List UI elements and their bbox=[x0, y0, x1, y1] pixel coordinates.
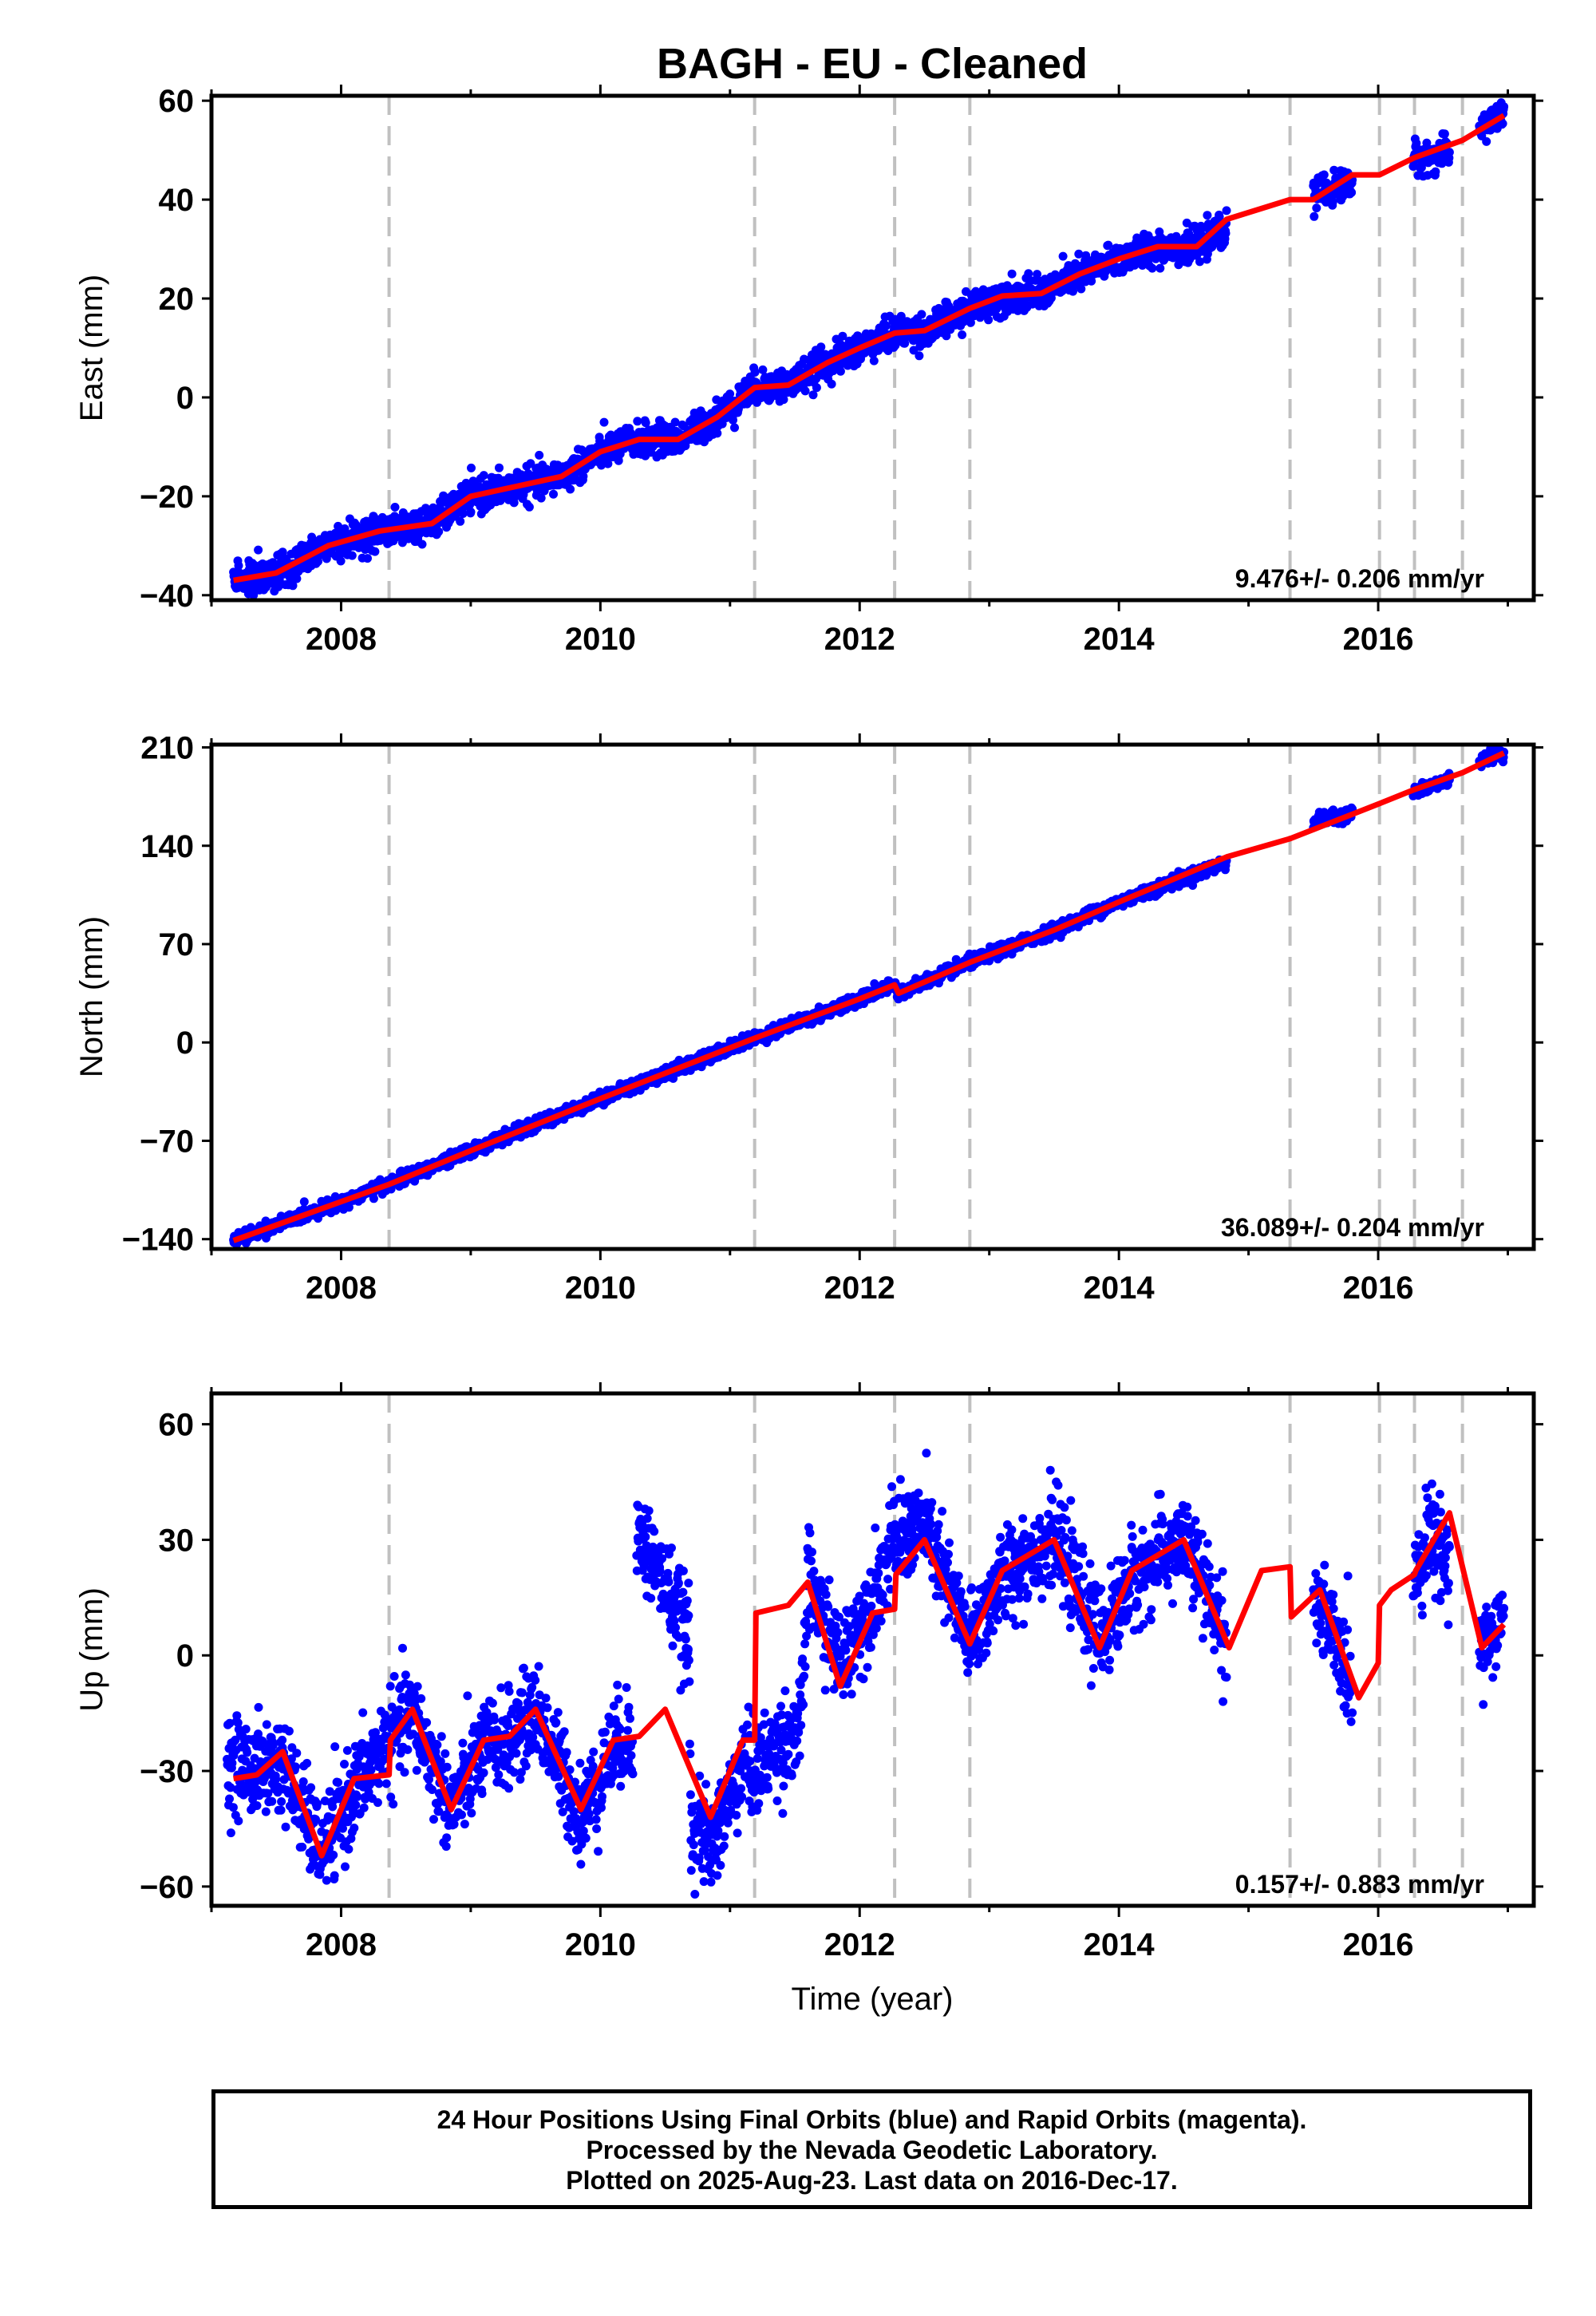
data-point bbox=[1310, 211, 1319, 221]
data-point bbox=[1499, 102, 1509, 112]
data-point bbox=[535, 450, 544, 460]
y-tick-label: −20 bbox=[140, 480, 194, 515]
data-point bbox=[1222, 206, 1231, 215]
data-point bbox=[1482, 136, 1491, 146]
data-point bbox=[1058, 251, 1068, 261]
x-tick-label: 2010 bbox=[565, 622, 636, 657]
data-point bbox=[779, 395, 788, 405]
data-point bbox=[467, 463, 476, 472]
data-point bbox=[434, 527, 444, 536]
data-point bbox=[456, 516, 465, 526]
data-point bbox=[614, 456, 623, 465]
data-point bbox=[536, 493, 546, 503]
east-panel: 2008 2010 2012 2014 2016 −40 −20 0 20 40 60 East (m… bbox=[74, 84, 1543, 657]
data-point bbox=[838, 331, 847, 341]
data-point bbox=[566, 484, 575, 494]
data-point bbox=[958, 330, 967, 339]
data-point bbox=[390, 503, 400, 512]
data-point bbox=[869, 356, 879, 366]
data-point bbox=[725, 389, 735, 399]
data-point bbox=[1024, 269, 1033, 279]
data-point bbox=[1156, 263, 1165, 273]
data-point bbox=[1203, 211, 1212, 220]
data-point bbox=[336, 556, 346, 566]
data-point bbox=[370, 547, 380, 556]
data-point bbox=[882, 321, 891, 330]
data-point bbox=[495, 463, 504, 472]
data-point bbox=[641, 418, 650, 428]
y-tick-label: 0 bbox=[176, 381, 194, 416]
rate-annotation: 9.476+/- 0.206 mm/yr bbox=[1235, 564, 1484, 593]
data-point bbox=[1074, 249, 1084, 259]
data-point bbox=[1312, 204, 1321, 213]
y-axis-title: East (mm) bbox=[74, 275, 109, 421]
data-point bbox=[458, 509, 468, 518]
data-point bbox=[479, 471, 488, 480]
data-point bbox=[816, 342, 826, 352]
y-tick-label: 40 bbox=[159, 183, 195, 218]
data-point bbox=[1104, 240, 1113, 250]
data-point bbox=[1148, 263, 1157, 273]
data-point bbox=[758, 365, 768, 374]
data-point bbox=[278, 547, 287, 557]
data-point bbox=[599, 417, 609, 427]
data-point bbox=[466, 508, 476, 516]
data-point bbox=[347, 551, 357, 560]
data-point bbox=[966, 318, 975, 327]
data-point bbox=[524, 502, 534, 512]
data-point bbox=[808, 390, 818, 400]
data-point bbox=[234, 561, 243, 571]
data-point bbox=[334, 521, 343, 531]
data-point bbox=[369, 1194, 378, 1203]
data-point bbox=[730, 423, 739, 433]
data-point bbox=[633, 417, 642, 426]
data-point bbox=[1319, 170, 1329, 180]
y-tick-label: 20 bbox=[159, 282, 195, 317]
data-point bbox=[579, 472, 588, 481]
north-panel: 2008 2010 2012 2014 2016−140−70070140210Nort… bbox=[74, 731, 1543, 1306]
data-point bbox=[603, 459, 613, 468]
data-point bbox=[292, 574, 302, 583]
data-point bbox=[812, 383, 821, 393]
x-tick-label: 2008 bbox=[306, 622, 377, 657]
data-point bbox=[1221, 228, 1231, 238]
data-point bbox=[942, 331, 951, 341]
data-point bbox=[1077, 284, 1086, 294]
data-point bbox=[1007, 269, 1017, 279]
data-point bbox=[800, 386, 810, 396]
data-point bbox=[288, 581, 298, 591]
data-point bbox=[1033, 270, 1042, 279]
data-point bbox=[417, 539, 427, 549]
data-point bbox=[984, 315, 994, 325]
x-tick-label: 2016 bbox=[1343, 622, 1414, 657]
y-tick-label: 60 bbox=[159, 84, 195, 119]
x-tick-label: 2014 bbox=[1084, 622, 1156, 657]
data-point bbox=[254, 545, 263, 555]
data-point bbox=[299, 1197, 309, 1207]
data-point bbox=[1431, 167, 1440, 176]
data-point bbox=[750, 367, 760, 377]
y-tick-label: −40 bbox=[140, 579, 194, 614]
data-point bbox=[836, 366, 845, 376]
data-point bbox=[827, 379, 836, 389]
data-point bbox=[915, 351, 924, 361]
data-point bbox=[874, 346, 883, 355]
figure-title: BAGH - EU - Cleaned bbox=[657, 40, 1088, 88]
data-point bbox=[900, 338, 910, 348]
data-point bbox=[549, 489, 558, 499]
data-point bbox=[1347, 188, 1357, 197]
x-tick-label: 2012 bbox=[824, 622, 895, 657]
data-point bbox=[1444, 148, 1454, 157]
data-point bbox=[1440, 129, 1449, 139]
data-point bbox=[713, 429, 722, 438]
data-point bbox=[670, 417, 680, 427]
data-point bbox=[363, 554, 372, 563]
data-point bbox=[896, 311, 906, 321]
data-point bbox=[917, 310, 926, 319]
